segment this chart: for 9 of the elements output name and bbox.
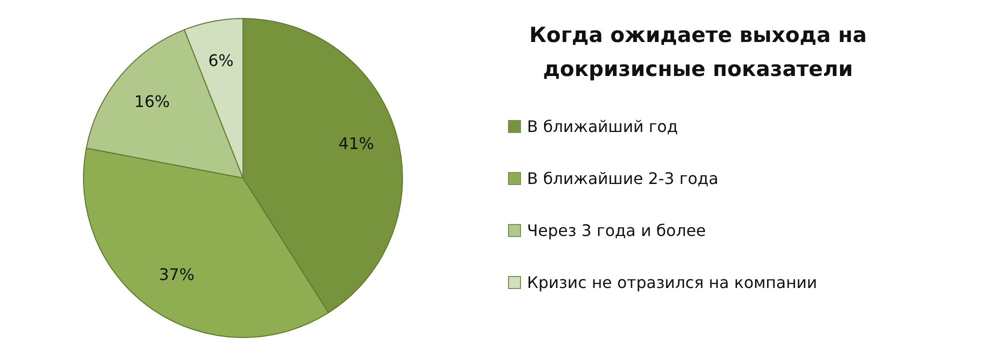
legend-label: Через 3 года и более [527, 220, 706, 240]
data-label: 16% [134, 92, 170, 111]
data-label: 6% [208, 51, 234, 70]
legend-label: Кризис не отразился на компании [527, 272, 818, 292]
legend-label: В ближайший год [527, 116, 678, 136]
legend-label: В ближайшие 2-3 года [527, 168, 718, 188]
text: Когда ожидаете выхода на докризисные показатели [528, 22, 868, 83]
data-label: 37% [158, 264, 194, 284]
data-label: 41% [338, 134, 374, 154]
